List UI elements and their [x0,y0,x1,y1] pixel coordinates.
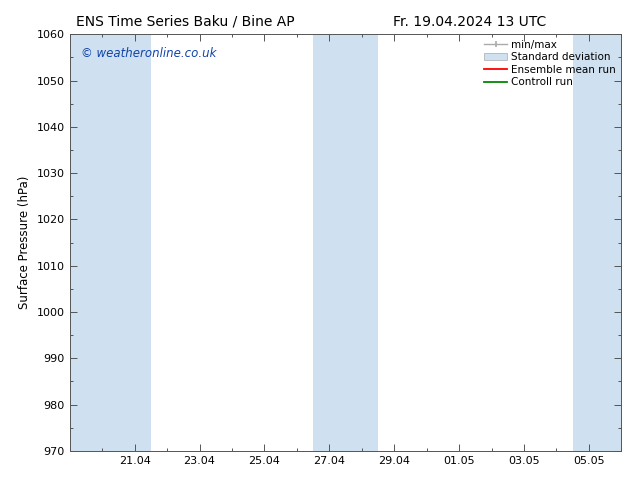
Bar [573,34,621,451]
Text: Fr. 19.04.2024 13 UTC: Fr. 19.04.2024 13 UTC [393,15,547,29]
Text: © weatheronline.co.uk: © weatheronline.co.uk [81,47,216,60]
Y-axis label: Surface Pressure (hPa): Surface Pressure (hPa) [18,176,31,309]
Legend: min/max, Standard deviation, Ensemble mean run, Controll run: min/max, Standard deviation, Ensemble me… [482,37,618,89]
Text: ENS Time Series Baku / Bine AP: ENS Time Series Baku / Bine AP [76,15,295,29]
Bar [313,34,378,451]
Bar [70,34,151,451]
